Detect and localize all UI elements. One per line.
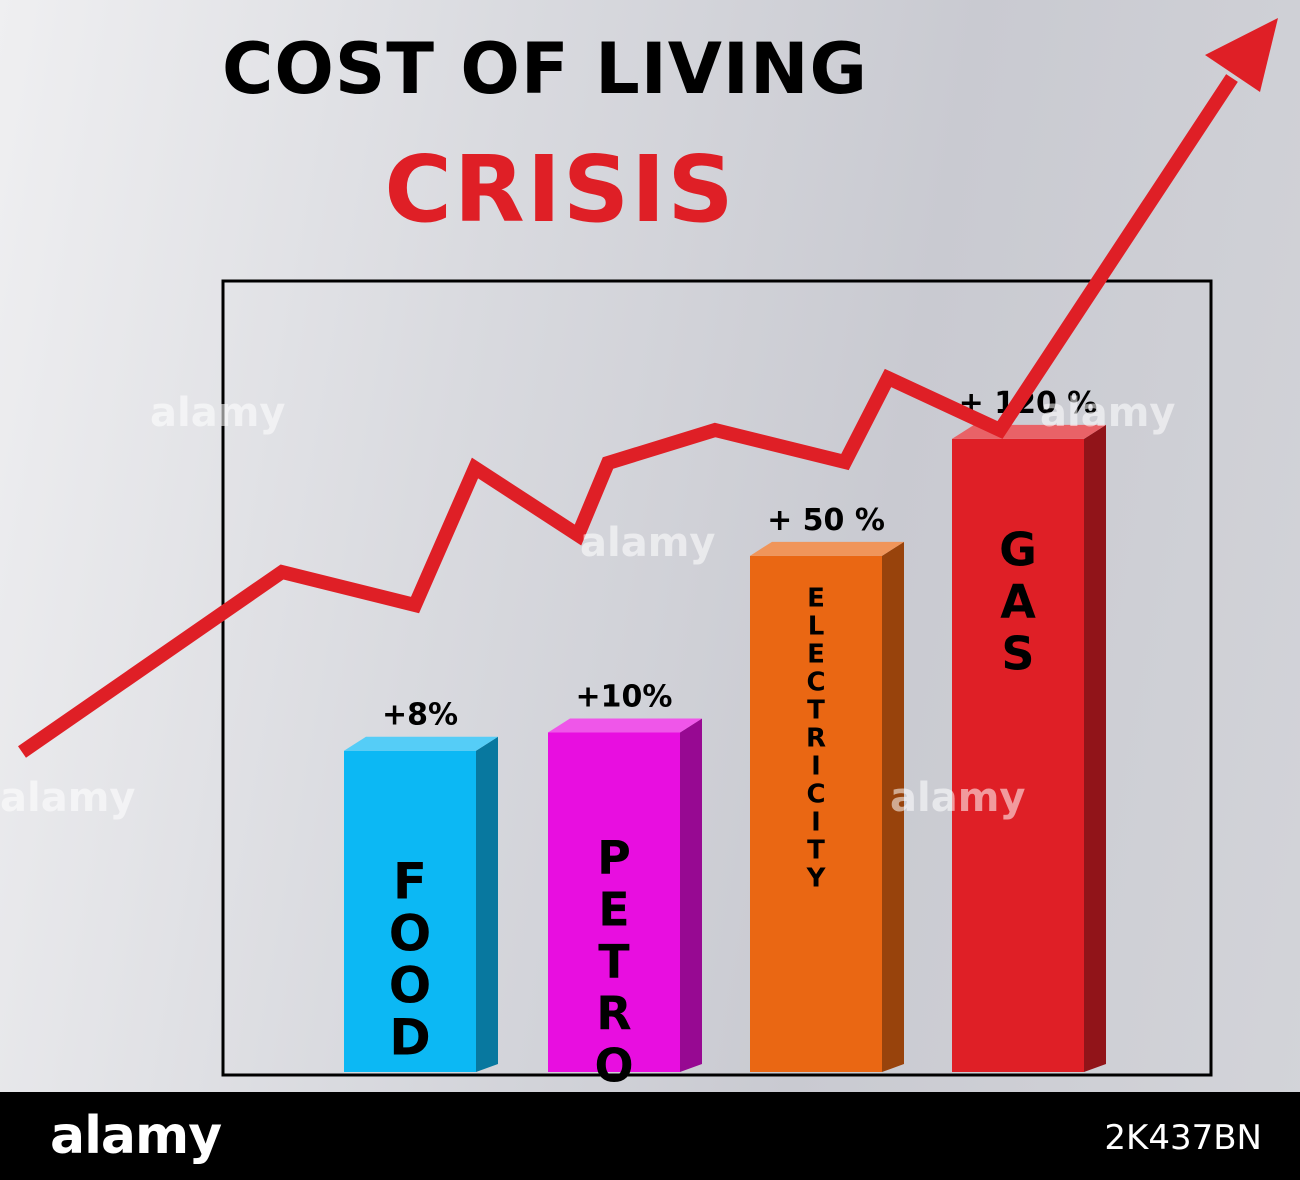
trend-arrow-head: [1205, 18, 1278, 92]
bar-side: [882, 541, 904, 1072]
bar-front: [750, 555, 882, 1072]
bar-category-letter: A: [1000, 575, 1036, 629]
bar-category-letter: C: [806, 780, 825, 810]
bar-front: [344, 750, 476, 1072]
bar-category-letter: O: [594, 1038, 633, 1092]
bar-category-letter: G: [999, 523, 1037, 577]
bar-category-letter: E: [807, 640, 825, 670]
bar-category-letter: P: [597, 830, 631, 884]
bar-front: [548, 732, 680, 1072]
bar-category-letter: T: [598, 934, 630, 988]
bar-category-letter: O: [389, 957, 432, 1015]
chart-title: COST OF LIVING: [221, 28, 869, 110]
bar-side: [1084, 424, 1106, 1072]
bar-value-label: +8%: [382, 698, 458, 733]
bar-category-letter: C: [806, 668, 825, 698]
bar-side: [476, 736, 498, 1072]
trend-arrow: [18, 18, 1278, 758]
footer-logo: alamy: [50, 1106, 222, 1166]
bar-side: [680, 718, 702, 1072]
bar-petrol: +10% PETROL: [548, 679, 702, 1092]
footer-bar: alamy 2K437BN: [0, 1092, 1300, 1180]
bar-top: [952, 424, 1106, 439]
bar-category-letter: S: [1001, 627, 1034, 681]
bar-category-letter: L: [808, 612, 825, 642]
bar-category-letter: L: [599, 1090, 628, 1092]
bar-category-letter: R: [596, 986, 631, 1040]
chart-subtitle: CRISIS: [384, 136, 736, 243]
bar-category-letter: I: [811, 752, 821, 782]
image-id: 2K437BN: [1104, 1118, 1262, 1158]
bar-category-letter: E: [598, 882, 629, 936]
bar-top: [548, 718, 702, 733]
bar-gas: + 120 %GAS: [952, 386, 1106, 1072]
bar-category-letter: E: [807, 584, 825, 614]
bar-value-label: +10%: [576, 679, 673, 714]
bar-category-letter: I: [811, 808, 821, 838]
bar-category-letter: D: [389, 1009, 431, 1067]
bar-front: [952, 438, 1084, 1072]
chart-frame: [221, 279, 1213, 1077]
bar-category-letter: F: [393, 853, 427, 911]
bar-value-label: + 50 %: [767, 503, 885, 538]
trend-arrow-line: [18, 74, 1238, 758]
bar-category-letter: T: [807, 836, 825, 866]
bar-category-letter: Y: [806, 864, 827, 894]
bar-category-letter: R: [806, 724, 826, 754]
bar-category-letter: O: [389, 905, 432, 963]
bar-top: [344, 736, 498, 751]
bar-category-letter: T: [807, 696, 825, 726]
bar-top: [750, 541, 904, 556]
